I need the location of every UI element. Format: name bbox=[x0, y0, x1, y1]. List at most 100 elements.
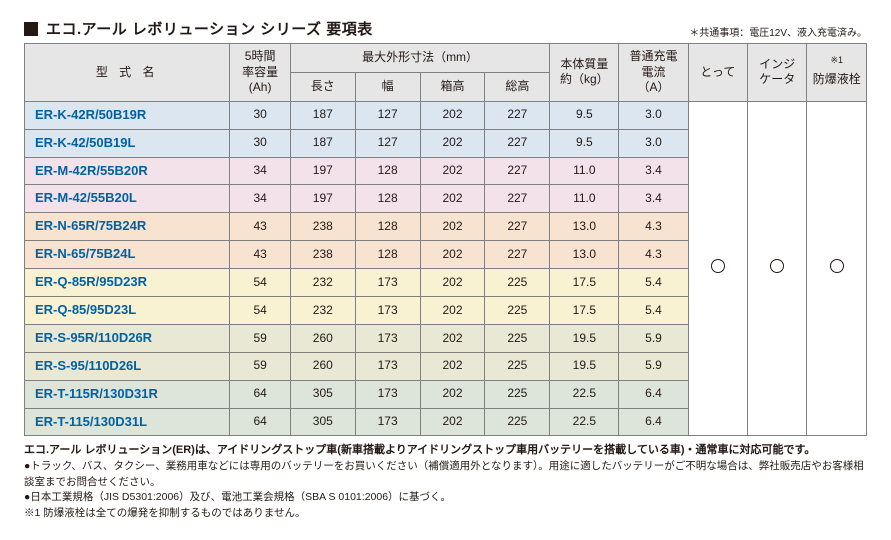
header-bar: エコ.アール レボリューション シリーズ 要項表 ＊共通事項：電圧12V、液入充… bbox=[24, 18, 867, 39]
cell-mass: 19.5 bbox=[550, 324, 619, 352]
page-title: エコ.アール レボリューション シリーズ 要項表 bbox=[46, 18, 373, 39]
cell-boxh: 202 bbox=[420, 352, 485, 380]
cell-len: 187 bbox=[290, 129, 355, 157]
cell-mass: 9.5 bbox=[550, 101, 619, 129]
cell-capacity: 59 bbox=[230, 352, 291, 380]
cell-boxh: 202 bbox=[420, 408, 485, 436]
cell-handle-mark bbox=[688, 101, 747, 436]
th-handle: とって bbox=[688, 44, 747, 102]
cell-model: ER-Q-85R/95D23R bbox=[25, 269, 230, 297]
footnote-n1: ※1 防爆液栓は全ての爆発を抑制するものではありません。 bbox=[24, 506, 867, 522]
indicator-circle-icon bbox=[770, 259, 784, 273]
cell-model: ER-N-65/75B24L bbox=[25, 241, 230, 269]
cell-charge: 6.4 bbox=[619, 380, 688, 408]
cell-boxh: 202 bbox=[420, 241, 485, 269]
cell-charge: 5.4 bbox=[619, 297, 688, 325]
cell-charge: 3.0 bbox=[619, 129, 688, 157]
cell-w: 173 bbox=[355, 297, 420, 325]
cell-capacity: 30 bbox=[230, 129, 291, 157]
cell-charge: 5.9 bbox=[619, 324, 688, 352]
cell-len: 305 bbox=[290, 408, 355, 436]
footnote-b1: トラック、バス、タクシー、業務用車などには専用のバッテリーをお買いください（補償… bbox=[24, 459, 867, 491]
cell-boxh: 202 bbox=[420, 129, 485, 157]
cell-w: 173 bbox=[355, 408, 420, 436]
cell-charge: 4.3 bbox=[619, 213, 688, 241]
cell-len: 238 bbox=[290, 213, 355, 241]
th-capacity: 5時間率容量(Ah) bbox=[230, 44, 291, 102]
table-body: ER-K-42R/50B19R301871272022279.53.0ER-K-… bbox=[25, 101, 867, 436]
cell-capacity: 30 bbox=[230, 101, 291, 129]
cell-boxh: 202 bbox=[420, 213, 485, 241]
cell-len: 238 bbox=[290, 241, 355, 269]
cell-model: ER-Q-85/95D23L bbox=[25, 297, 230, 325]
cell-model: ER-N-65R/75B24R bbox=[25, 213, 230, 241]
cell-mass: 11.0 bbox=[550, 185, 619, 213]
th-plug: ※1 防爆液栓 bbox=[807, 44, 867, 102]
cell-boxh: 202 bbox=[420, 157, 485, 185]
cell-capacity: 59 bbox=[230, 324, 291, 352]
cell-w: 173 bbox=[355, 324, 420, 352]
handle-circle-icon bbox=[711, 259, 725, 273]
cell-totalh: 227 bbox=[485, 241, 550, 269]
spec-table: 型 式 名 5時間率容量(Ah) 最大外形寸法（mm） 本体質量約（kg） 普通… bbox=[24, 43, 867, 436]
th-plug-note: ※1 bbox=[830, 55, 843, 65]
cell-boxh: 202 bbox=[420, 101, 485, 129]
th-dim-len: 長さ bbox=[290, 72, 355, 101]
cell-capacity: 43 bbox=[230, 241, 291, 269]
cell-mass: 9.5 bbox=[550, 129, 619, 157]
cell-charge: 6.4 bbox=[619, 408, 688, 436]
cell-w: 128 bbox=[355, 157, 420, 185]
th-indicator: インジケータ bbox=[748, 44, 807, 102]
cell-capacity: 34 bbox=[230, 185, 291, 213]
footnote-lead: エコ.アール レボリューション(ER)は、アイドリングストップ車(新車搭載よりア… bbox=[24, 442, 867, 459]
cell-mass: 11.0 bbox=[550, 157, 619, 185]
cell-boxh: 202 bbox=[420, 324, 485, 352]
th-dim-group: 最大外形寸法（mm） bbox=[290, 44, 549, 73]
cell-plug-mark bbox=[807, 101, 867, 436]
cell-len: 305 bbox=[290, 380, 355, 408]
cell-boxh: 202 bbox=[420, 185, 485, 213]
cell-w: 173 bbox=[355, 380, 420, 408]
cell-len: 197 bbox=[290, 185, 355, 213]
cell-len: 187 bbox=[290, 101, 355, 129]
cell-boxh: 202 bbox=[420, 269, 485, 297]
th-dim-boxh: 箱高 bbox=[420, 72, 485, 101]
cell-w: 127 bbox=[355, 129, 420, 157]
cell-mass: 17.5 bbox=[550, 297, 619, 325]
th-mass: 本体質量約（kg） bbox=[550, 44, 619, 102]
cell-len: 232 bbox=[290, 269, 355, 297]
cell-model: ER-T-115/130D31L bbox=[25, 408, 230, 436]
cell-charge: 3.4 bbox=[619, 157, 688, 185]
cell-charge: 3.0 bbox=[619, 101, 688, 129]
plug-circle-icon bbox=[830, 259, 844, 273]
cell-model: ER-K-42/50B19L bbox=[25, 129, 230, 157]
cell-charge: 3.4 bbox=[619, 185, 688, 213]
cell-boxh: 202 bbox=[420, 380, 485, 408]
table-head: 型 式 名 5時間率容量(Ah) 最大外形寸法（mm） 本体質量約（kg） 普通… bbox=[25, 44, 867, 102]
cell-model: ER-T-115R/130D31R bbox=[25, 380, 230, 408]
cell-indicator-mark bbox=[748, 101, 807, 436]
cell-totalh: 225 bbox=[485, 380, 550, 408]
cell-totalh: 225 bbox=[485, 269, 550, 297]
cell-mass: 22.5 bbox=[550, 408, 619, 436]
cell-capacity: 64 bbox=[230, 380, 291, 408]
cell-model: ER-K-42R/50B19R bbox=[25, 101, 230, 129]
cell-w: 173 bbox=[355, 352, 420, 380]
th-plug-label: 防爆液栓 bbox=[813, 72, 861, 86]
cell-capacity: 34 bbox=[230, 157, 291, 185]
cell-totalh: 227 bbox=[485, 185, 550, 213]
cell-mass: 17.5 bbox=[550, 269, 619, 297]
cell-totalh: 227 bbox=[485, 101, 550, 129]
cell-capacity: 43 bbox=[230, 213, 291, 241]
cell-mass: 19.5 bbox=[550, 352, 619, 380]
cell-totalh: 225 bbox=[485, 297, 550, 325]
th-charge: 普通充電電流（A） bbox=[619, 44, 688, 102]
cell-charge: 5.4 bbox=[619, 269, 688, 297]
cell-totalh: 227 bbox=[485, 157, 550, 185]
cell-charge: 5.9 bbox=[619, 352, 688, 380]
cell-capacity: 64 bbox=[230, 408, 291, 436]
cell-totalh: 225 bbox=[485, 352, 550, 380]
cell-model: ER-M-42R/55B20R bbox=[25, 157, 230, 185]
th-model: 型 式 名 bbox=[25, 44, 230, 102]
cell-w: 127 bbox=[355, 101, 420, 129]
